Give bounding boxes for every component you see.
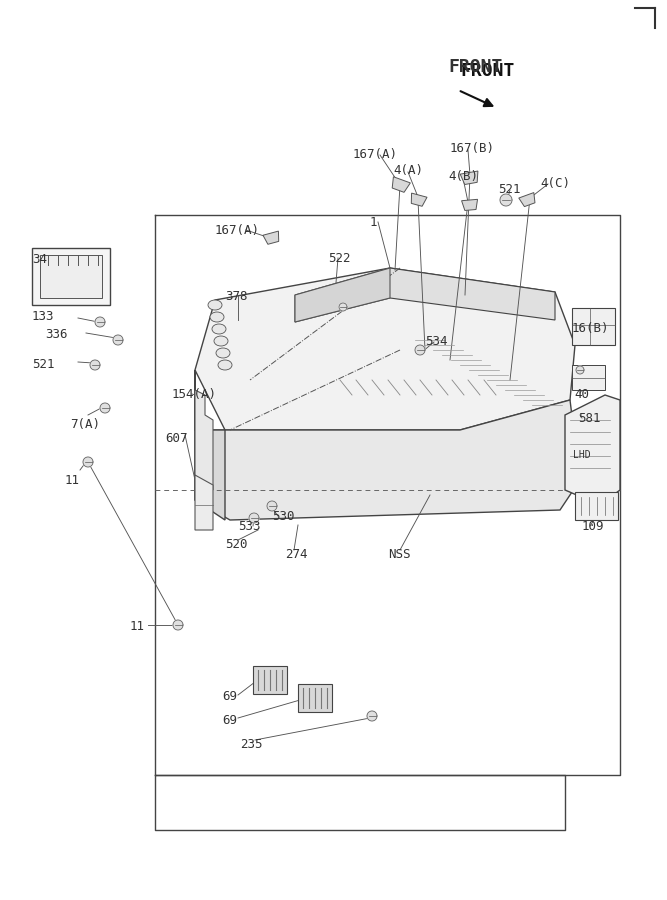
Text: 11: 11: [130, 620, 145, 633]
Polygon shape: [295, 268, 555, 322]
Polygon shape: [295, 268, 390, 322]
Text: 69: 69: [222, 690, 237, 703]
Polygon shape: [565, 395, 620, 505]
Polygon shape: [572, 365, 605, 390]
Polygon shape: [95, 317, 105, 327]
Text: 34: 34: [32, 253, 47, 266]
Text: 521: 521: [32, 358, 55, 371]
Text: 522: 522: [328, 252, 350, 265]
Polygon shape: [412, 194, 427, 206]
Text: 4(C): 4(C): [540, 177, 570, 190]
Polygon shape: [83, 457, 93, 467]
Text: 133: 133: [32, 310, 55, 323]
Text: FRONT: FRONT: [448, 58, 502, 76]
Polygon shape: [367, 711, 377, 721]
Polygon shape: [195, 268, 575, 430]
Text: 167(A): 167(A): [215, 224, 260, 237]
Text: 607: 607: [165, 432, 187, 445]
Ellipse shape: [210, 312, 224, 322]
Polygon shape: [249, 513, 259, 523]
Text: 7(A): 7(A): [70, 418, 100, 431]
Polygon shape: [415, 345, 425, 355]
Polygon shape: [298, 684, 332, 712]
Polygon shape: [195, 390, 213, 490]
Text: 167(B): 167(B): [450, 142, 495, 155]
Text: 16(B): 16(B): [572, 322, 610, 335]
Polygon shape: [576, 366, 584, 374]
Polygon shape: [263, 231, 279, 244]
Ellipse shape: [212, 324, 226, 334]
Polygon shape: [113, 335, 123, 345]
Text: 167(A): 167(A): [353, 148, 398, 161]
Ellipse shape: [214, 336, 228, 346]
Text: 533: 533: [238, 520, 261, 533]
Polygon shape: [32, 248, 110, 305]
Polygon shape: [267, 501, 277, 511]
Text: 336: 336: [45, 328, 67, 341]
Polygon shape: [462, 199, 478, 211]
Text: 69: 69: [222, 714, 237, 727]
Polygon shape: [100, 403, 110, 413]
Ellipse shape: [218, 360, 232, 370]
Text: FRONT: FRONT: [460, 62, 514, 80]
Polygon shape: [392, 176, 410, 193]
Text: 235: 235: [240, 738, 263, 751]
Polygon shape: [173, 620, 183, 630]
Polygon shape: [90, 360, 100, 370]
Ellipse shape: [208, 300, 222, 310]
Text: 378: 378: [225, 290, 247, 303]
Text: LHD: LHD: [573, 450, 591, 460]
Polygon shape: [195, 400, 580, 520]
Polygon shape: [253, 666, 287, 694]
Text: 11: 11: [65, 474, 80, 487]
Text: 274: 274: [285, 548, 307, 561]
Polygon shape: [575, 492, 618, 520]
Polygon shape: [40, 255, 102, 298]
Text: NSS: NSS: [388, 548, 410, 561]
Text: 4(A): 4(A): [393, 164, 423, 177]
Text: 4(B): 4(B): [448, 170, 478, 183]
Polygon shape: [519, 193, 535, 207]
Polygon shape: [460, 171, 478, 184]
Ellipse shape: [216, 348, 230, 358]
Polygon shape: [195, 475, 213, 530]
Polygon shape: [195, 370, 225, 520]
Text: 534: 534: [425, 335, 448, 348]
Text: 154(A): 154(A): [172, 388, 217, 401]
Polygon shape: [572, 308, 615, 345]
Text: 520: 520: [225, 538, 247, 551]
Polygon shape: [500, 194, 512, 206]
Text: 581: 581: [578, 412, 600, 425]
Text: 521: 521: [498, 183, 520, 196]
Text: 109: 109: [582, 520, 604, 533]
Text: 1: 1: [370, 216, 378, 229]
Text: 40: 40: [574, 388, 589, 401]
Text: 530: 530: [272, 510, 295, 523]
Polygon shape: [339, 303, 347, 311]
